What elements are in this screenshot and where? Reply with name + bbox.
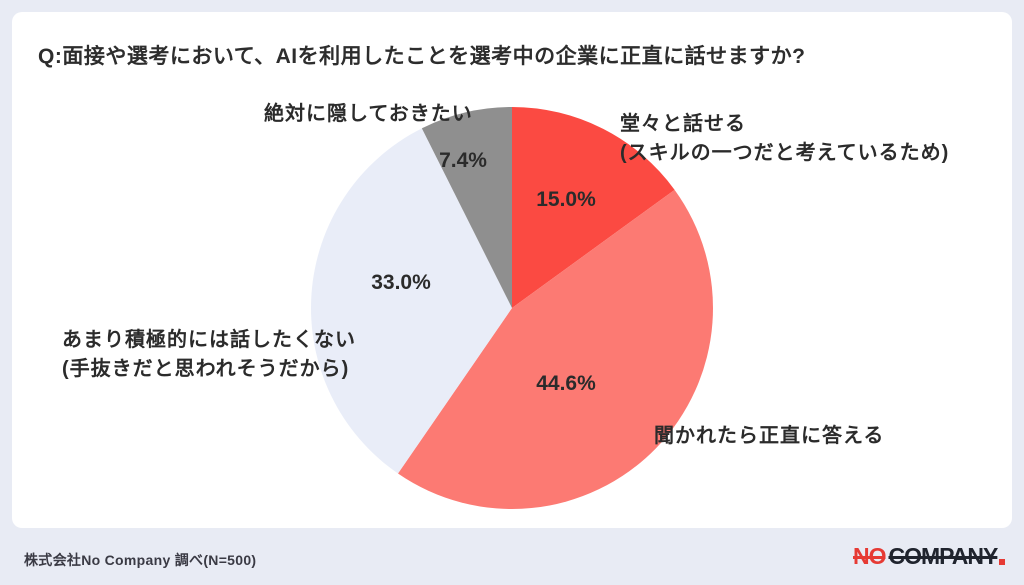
pct-label-reluctant-to-talk: 33.0% xyxy=(371,271,431,294)
slice-label-honest-if-asked: 聞かれたら正直に答える xyxy=(654,425,885,447)
pct-label-can-speak-proudly: 15.0% xyxy=(536,188,596,211)
no-company-logo: NO COMPANY xyxy=(853,543,1006,570)
pie-chart-svg xyxy=(311,107,713,509)
pie-chart xyxy=(302,98,722,518)
source-note: 株式会社No Company 調べ(N=500) xyxy=(24,552,257,568)
slice-label-absolutely-hide: 絶対に隠しておきたい xyxy=(264,103,473,125)
pie-slice xyxy=(421,107,512,308)
logo-text-no: NO xyxy=(853,543,886,569)
pie-slice xyxy=(397,189,713,509)
pct-label-absolutely-hide: 7.4% xyxy=(439,149,487,172)
logo-text-company: COMPANY xyxy=(888,543,999,569)
chart-card: Q:面接や選考において、AIを利用したことを選考中の企業に正直に話せますか? 堂… xyxy=(12,12,1012,528)
slice-label-reluctant-to-talk: あまり積極的には話したくない (手抜きだと思われそうだから) xyxy=(62,329,356,380)
pie-slice xyxy=(311,128,512,474)
logo-dot-icon xyxy=(999,559,1006,565)
pct-label-honest-if-asked: 44.6% xyxy=(536,372,596,395)
slice-label-can-speak-proudly: 堂々と話せる (スキルの一つだと考えているため) xyxy=(620,113,950,164)
pie-slice xyxy=(512,107,675,308)
question-title: Q:面接や選考において、AIを利用したことを選考中の企業に正直に話せますか? xyxy=(38,45,806,68)
